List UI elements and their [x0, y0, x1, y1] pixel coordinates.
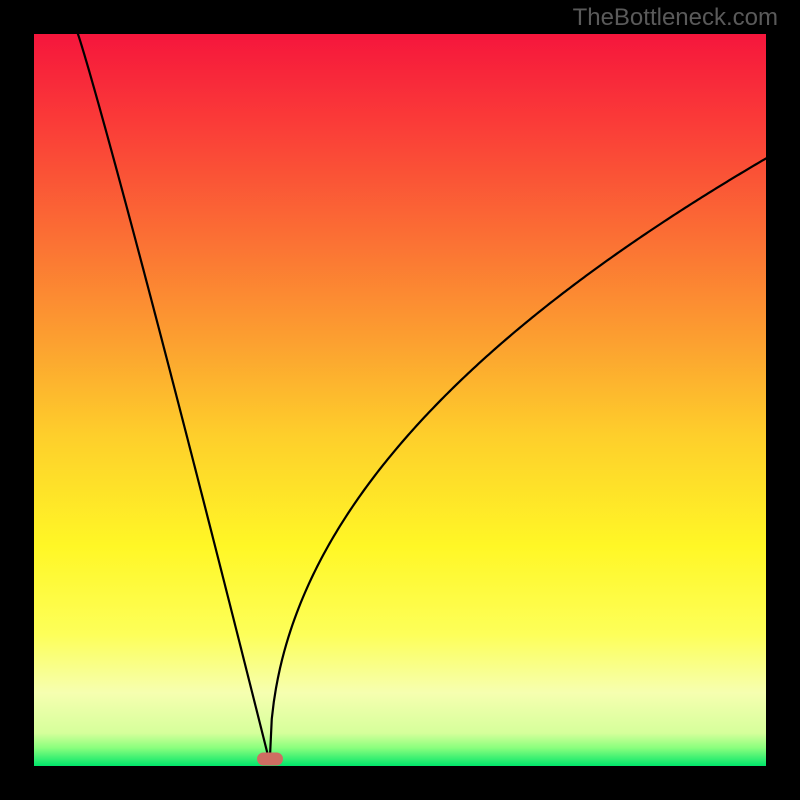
watermark-text: TheBottleneck.com: [573, 4, 778, 32]
curve-path: [78, 34, 766, 762]
chart-frame: TheBottleneck.com: [0, 0, 800, 800]
plot-area: [34, 34, 766, 766]
bottleneck-curve: [34, 34, 766, 766]
optimum-marker: [257, 753, 283, 766]
